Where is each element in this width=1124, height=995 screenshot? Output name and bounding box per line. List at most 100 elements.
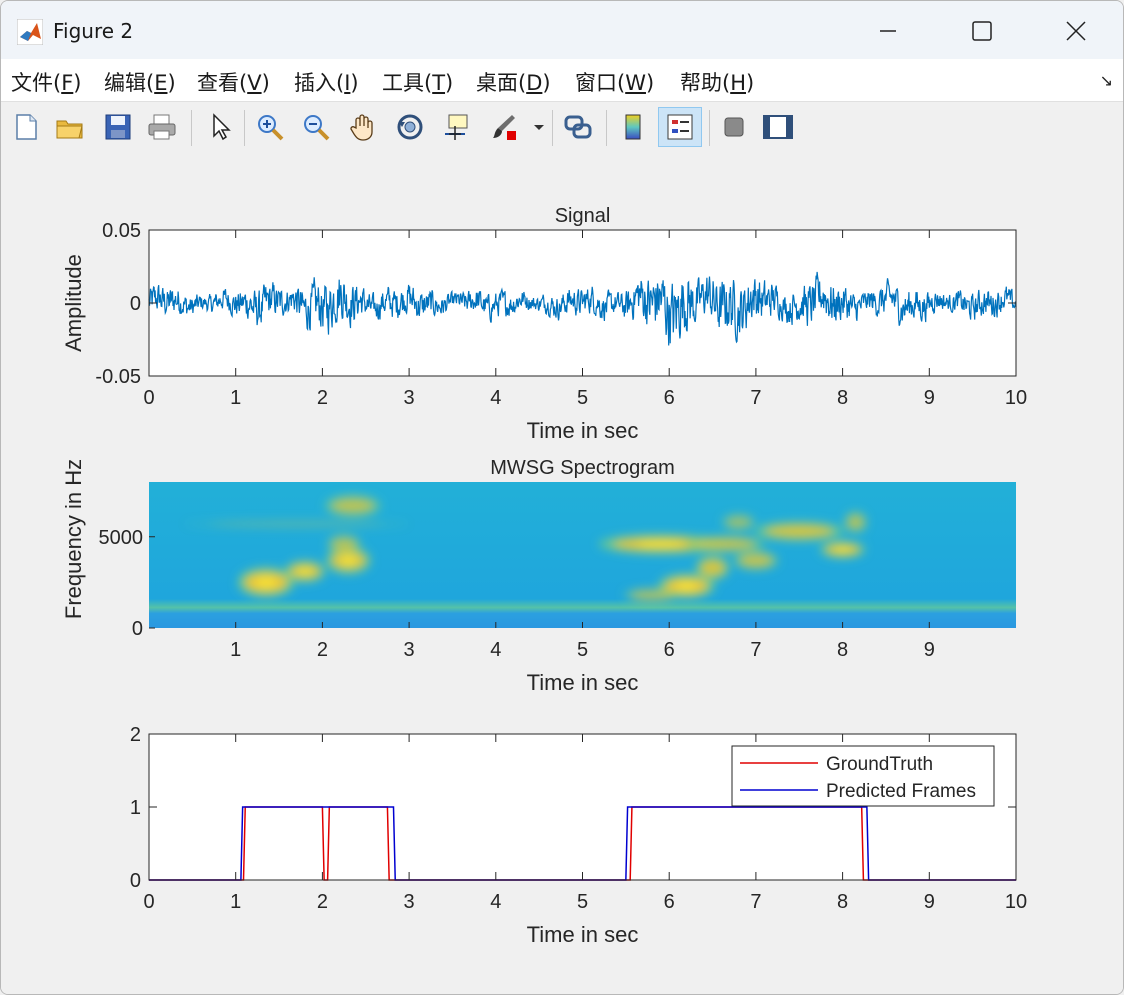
signal-xlabel: Time in sec (527, 418, 639, 443)
legend-label-predicted: Predicted Frames (826, 781, 976, 802)
zoom-in-button[interactable] (253, 110, 287, 144)
close-icon (1066, 21, 1086, 41)
spectrogram-xtick-label: 5 (577, 639, 588, 661)
spectrogram-xtick-label: 1 (230, 639, 241, 661)
maximize-button[interactable] (947, 11, 1017, 51)
print-button[interactable] (145, 110, 179, 144)
toolbar-separator (191, 110, 192, 146)
frames-xtick-label: 6 (664, 891, 675, 913)
spectrogram-blob (725, 516, 752, 528)
spectrogram-blob-core (255, 577, 277, 588)
spectrogram-xtick-label: 3 (404, 639, 415, 661)
minimize-icon (880, 30, 896, 32)
dock-arrow-icon[interactable]: ↘ (1099, 71, 1113, 90)
spectrogram-blob (699, 559, 726, 576)
menu-tools[interactable]: 工具(T) (382, 71, 454, 95)
maximize-icon (972, 21, 992, 41)
spectrogram-background (149, 482, 1016, 628)
chevron-down-icon (534, 125, 544, 130)
new-figure-icon (16, 114, 37, 140)
zoom-out-icon (304, 115, 330, 141)
minimize-button[interactable] (853, 11, 923, 51)
spectrogram-xtick-label: 4 (490, 639, 501, 661)
pan-button[interactable] (346, 110, 380, 144)
menu-file[interactable]: 文件(F) (11, 71, 82, 95)
frames-xtick-label: 0 (143, 891, 154, 913)
new-figure-button[interactable] (9, 110, 43, 144)
frames-xtick-label: 1 (230, 891, 241, 913)
spectrogram-blob-core (339, 555, 358, 566)
signal-xtick-label: 3 (404, 387, 415, 409)
signal-xtick-label: 8 (837, 387, 848, 409)
show-plot-tools-icon (763, 115, 793, 139)
spectrogram-blob (846, 514, 865, 530)
spectrogram-blob-core (297, 567, 313, 576)
signal-ytick-label: 0.05 (102, 220, 141, 242)
menu-help[interactable]: 帮助(H) (680, 71, 755, 95)
link-plot-button[interactable] (561, 110, 595, 144)
open-file-button[interactable] (53, 110, 87, 144)
menu-desktop[interactable]: 桌面(D) (476, 71, 551, 95)
title-bar[interactable]: Figure 2 (1, 1, 1123, 59)
frames-xtick-label: 8 (837, 891, 848, 913)
signal-xtick-label: 7 (750, 387, 761, 409)
menu-window[interactable]: 窗口(W) (575, 71, 655, 95)
spectrogram-xtick-label: 6 (664, 639, 675, 661)
figure-toolbar (1, 101, 1123, 155)
signal-xtick-label: 5 (577, 387, 588, 409)
brush-dropdown[interactable] (529, 110, 549, 144)
open-file-icon (56, 120, 83, 139)
spectrogram-xtick-label: 9 (924, 639, 935, 661)
spectrogram-blob (331, 537, 358, 551)
colorbar-icon (625, 114, 641, 140)
toolbar-separator (606, 110, 607, 146)
legend-frame (731, 745, 995, 807)
link-plot-icon (564, 115, 592, 139)
show-plot-tools-button[interactable] (761, 110, 795, 144)
figure-canvas[interactable]: 0 1 2 3 4 5 6 7 8 9 10 -0.05 0 0.05 Signal Time in sec A… (1, 154, 1123, 994)
window-title: Figure 2 (53, 19, 134, 43)
spectrogram-ylabel: Frequency in Hz (61, 459, 86, 619)
spectrogram-ytick-label: 5000 (99, 527, 144, 549)
frames-xtick-label: 2 (317, 891, 328, 913)
frames-ytick-label: 0 (130, 870, 141, 892)
frames-xlabel: Time in sec (527, 922, 639, 947)
hide-plot-tools-icon (724, 117, 744, 137)
spectrogram-blob (630, 590, 674, 600)
signal-ytick-label: 0 (130, 293, 141, 315)
spectrogram-blob (331, 498, 375, 514)
frames-xtick-label: 3 (404, 891, 415, 913)
insert-legend-button[interactable] (658, 107, 702, 147)
spectrogram-ytick-label: 0 (132, 618, 143, 640)
frames-xtick-label: 5 (577, 891, 588, 913)
menu-bar: 文件(F) 编辑(E) 查看(V) 插入(I) 工具(T) 桌面(D) 窗口(W… (1, 59, 1123, 101)
hide-plot-tools-button[interactable] (717, 110, 751, 144)
frames-xtick-label: 7 (750, 891, 761, 913)
menu-view[interactable]: 查看(V) (197, 71, 270, 95)
signal-xtick-label: 6 (664, 387, 675, 409)
frames-xtick-label: 10 (1005, 891, 1027, 913)
save-button[interactable] (101, 110, 135, 144)
signal-xtick-label: 10 (1005, 387, 1027, 409)
select-button[interactable] (203, 110, 237, 144)
rotate-3d-button[interactable] (393, 110, 427, 144)
frames-xtick-label: 9 (924, 891, 935, 913)
signal-xtick-label: 0 (143, 387, 154, 409)
spectrogram-blob (738, 554, 774, 567)
zoom-out-button[interactable] (299, 110, 333, 144)
spectrogram-blob-core (636, 540, 685, 548)
spectrogram-title: MWSG Spectrogram (490, 457, 674, 479)
menu-edit[interactable]: 编辑(E) (104, 71, 176, 95)
signal-xtick-label: 9 (924, 387, 935, 409)
signal-ylabel: Amplitude (61, 254, 86, 352)
menu-insert[interactable]: 插入(I) (294, 71, 359, 95)
close-button[interactable] (1041, 11, 1111, 51)
frames-xtick-label: 4 (490, 891, 501, 913)
spectrogram-xlabel: Time in sec (527, 670, 639, 695)
insert-colorbar-button[interactable] (616, 110, 650, 144)
brush-button[interactable] (486, 110, 520, 144)
data-cursor-button[interactable] (439, 110, 473, 144)
spectrogram-blob (764, 524, 834, 538)
